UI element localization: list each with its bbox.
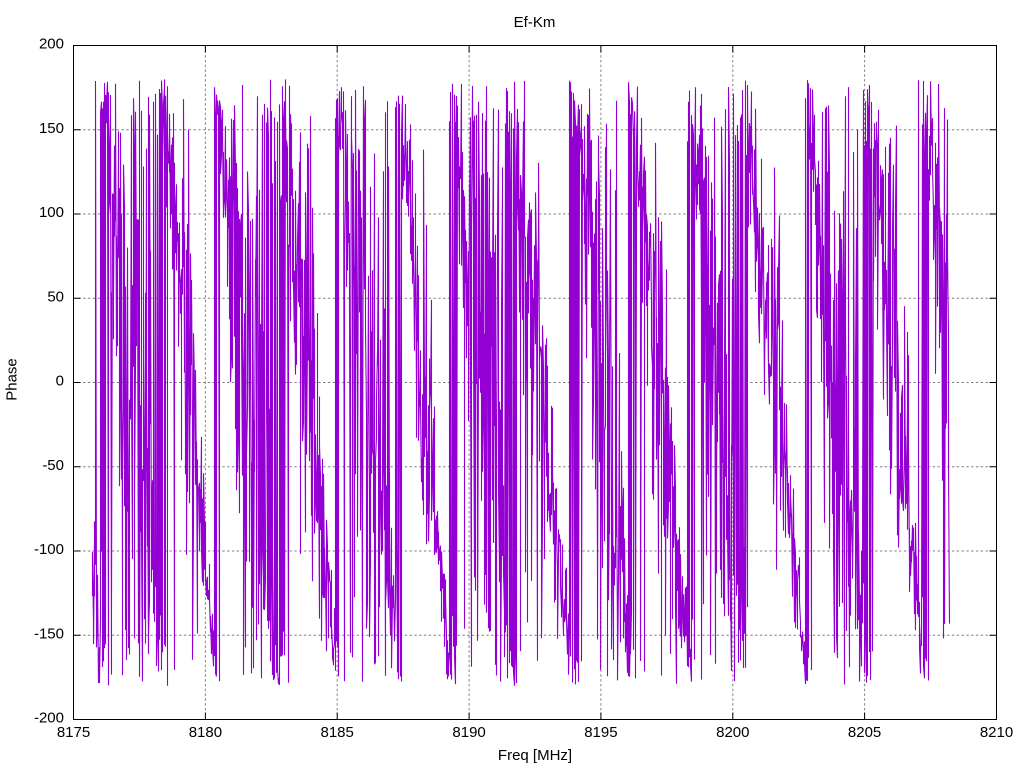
svg-text:Freq [MHz]: Freq [MHz] <box>498 747 572 764</box>
svg-text:8190: 8190 <box>452 724 485 741</box>
svg-text:150: 150 <box>39 120 64 137</box>
svg-text:-150: -150 <box>34 625 64 642</box>
svg-text:8205: 8205 <box>848 724 881 741</box>
svg-text:-50: -50 <box>42 457 64 474</box>
svg-text:200: 200 <box>39 36 64 53</box>
svg-text:Phase: Phase <box>4 358 21 401</box>
svg-text:-200: -200 <box>34 710 64 727</box>
svg-text:8185: 8185 <box>321 724 354 741</box>
svg-text:Ef-Km: Ef-Km <box>514 14 556 31</box>
svg-text:0: 0 <box>56 373 64 390</box>
svg-text:8200: 8200 <box>716 724 749 741</box>
svg-text:100: 100 <box>39 204 64 221</box>
svg-text:-100: -100 <box>34 541 64 558</box>
svg-text:8175: 8175 <box>57 724 90 741</box>
svg-text:8180: 8180 <box>189 724 222 741</box>
svg-text:50: 50 <box>47 288 64 305</box>
svg-text:8210: 8210 <box>980 724 1013 741</box>
svg-text:8195: 8195 <box>584 724 617 741</box>
